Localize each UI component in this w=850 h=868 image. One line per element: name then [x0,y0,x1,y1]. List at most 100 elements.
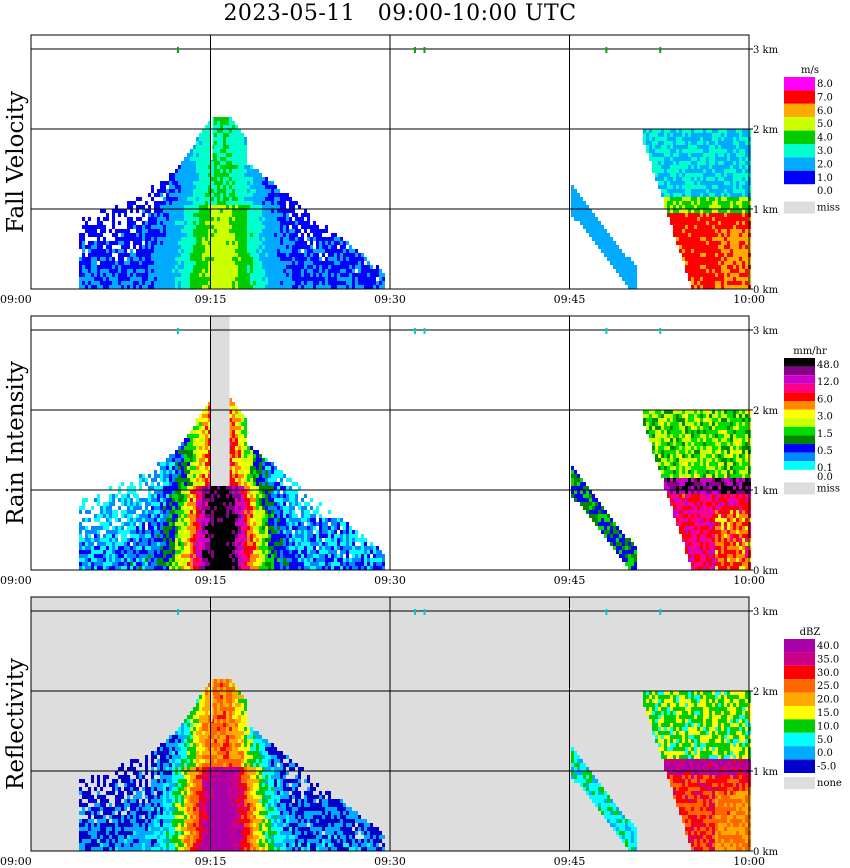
data-cell [175,229,178,233]
data-cell [733,137,736,141]
data-cell [184,265,187,269]
data-cell [352,257,355,261]
data-cell [670,197,673,201]
data-cell [631,281,634,285]
data-cell [706,281,709,285]
data-cell [277,201,280,205]
data-cell [685,261,688,265]
data-cell [304,245,307,249]
data-cell [247,265,250,269]
data-cell [694,145,697,149]
data-cell [316,261,319,265]
data-cell [730,205,733,209]
data-cell [229,538,232,542]
data-cell [226,137,229,141]
data-cell [679,217,682,221]
data-cell [235,257,238,261]
data-cell [118,526,121,530]
data-cell [79,538,82,542]
data-cell [106,273,109,277]
data-cell [298,245,301,249]
data-cell [193,458,196,462]
data-cell [214,265,217,269]
data-cell [136,237,139,241]
data-cell [289,257,292,261]
data-cell [244,137,247,141]
data-cell [211,181,214,185]
data-cell [682,201,685,205]
data-cell [181,454,184,458]
data-cell [289,245,292,249]
data-cell [157,510,160,514]
data-cell [694,257,697,261]
data-cell [274,253,277,257]
data-cell [661,129,664,133]
data-cell [175,538,178,542]
data-cell [94,253,97,257]
data-cell [667,173,670,177]
data-cell [721,193,724,197]
data-cell [376,265,379,269]
data-cell [196,422,199,426]
data-cell [139,534,142,538]
data-cell [112,502,115,506]
data-cell [106,514,109,518]
data-cell [595,237,598,241]
data-cell [736,265,739,269]
data-cell [334,249,337,253]
data-cell [340,245,343,249]
data-cell [154,550,157,554]
data-cell [178,454,181,458]
data-cell [220,522,223,526]
data-cell [169,486,172,490]
data-cell [739,277,742,281]
data-cell [292,205,295,209]
data-cell [118,229,121,233]
data-cell [682,149,685,153]
data-cell [127,522,130,526]
data-cell [79,566,82,570]
data-cell [208,486,211,490]
data-cell [223,141,226,145]
data-cell [253,285,256,289]
data-cell [736,161,739,165]
data-cell [190,237,193,241]
data-cell [214,273,217,277]
data-cell [700,241,703,245]
data-cell [328,257,331,261]
data-cell [715,213,718,217]
data-cell [157,257,160,261]
data-cell [232,233,235,237]
data-cell [217,237,220,241]
data-cell [661,165,664,169]
data-cell [367,285,370,289]
data-cell [736,197,739,201]
data-cell [286,257,289,261]
data-cell [85,245,88,249]
data-cell [238,229,241,233]
data-cell [160,478,163,482]
data-cell [175,213,178,217]
data-cell [160,193,163,197]
data-cell [358,257,361,261]
data-cell [250,237,253,241]
data-cell [190,486,193,490]
data-cell [736,181,739,185]
data-cell [109,506,112,510]
data-cell [196,538,199,542]
data-cell [331,265,334,269]
data-cell [205,213,208,217]
legend-label: 5.0 [817,119,833,130]
data-cell [286,241,289,245]
data-cell [223,253,226,257]
data-cell [307,249,310,253]
data-cell [724,137,727,141]
data-cell [265,281,268,285]
data-cell [85,518,88,522]
data-cell [307,217,310,221]
data-cell [652,169,655,173]
data-cell [103,261,106,265]
data-cell [205,165,208,169]
data-cell [313,261,316,265]
data-cell [121,261,124,265]
